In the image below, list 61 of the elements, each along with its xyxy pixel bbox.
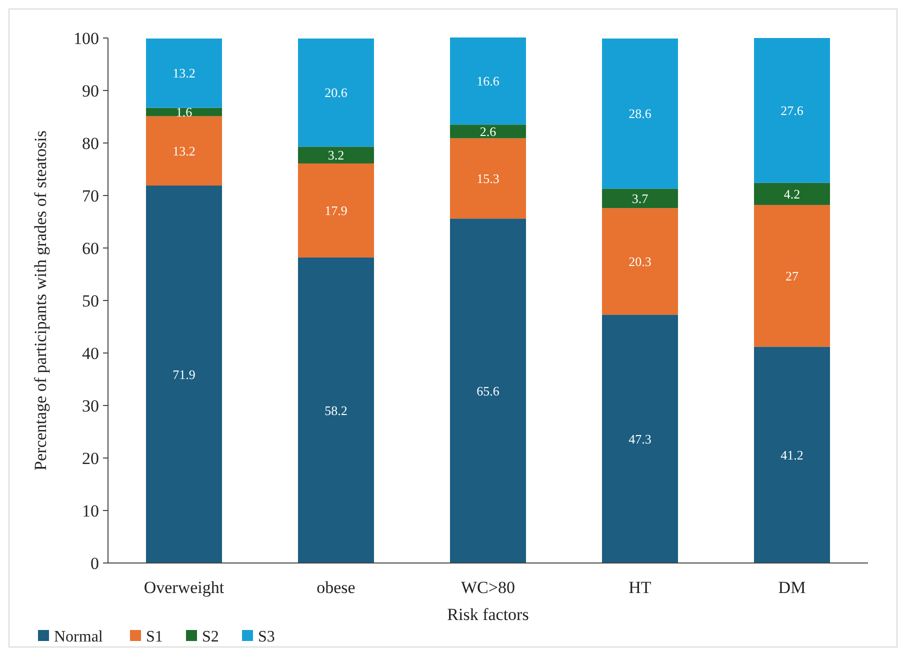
data-label: 13.2 [172,66,196,81]
data-label: 1.6 [176,104,193,120]
x-tick-label: HT [628,578,652,597]
data-label: 3.2 [328,148,344,163]
data-label: 17.9 [324,203,348,218]
data-label: 65.6 [476,383,500,398]
data-label: 2.6 [480,124,497,139]
y-tick-label: 50 [82,291,99,310]
bar [298,146,374,164]
y-tick-label: 10 [82,501,99,520]
y-tick-label: 100 [74,28,99,48]
bar [602,38,678,189]
y-tick-label: 30 [82,396,99,416]
bar [450,218,526,563]
y-tick-label: 20 [82,448,99,468]
data-label: 4.2 [784,186,800,202]
legend-label: S1 [146,628,163,646]
data-label: 27 [786,268,799,284]
data-label: 20.3 [628,254,652,269]
data-label: 20.6 [324,85,348,100]
data-label: 41.2 [780,447,804,462]
data-label: 58.2 [324,402,348,418]
bar [298,257,374,563]
bar [450,37,526,125]
data-label: 47.3 [628,431,652,446]
bar [754,38,830,183]
data-label: 15.3 [476,170,500,186]
bar [602,208,678,315]
bar [602,188,678,208]
legend-label: Normal [54,628,104,646]
data-label: 71.9 [172,366,196,382]
bar [298,38,374,147]
legend-label: S2 [202,628,219,646]
y-tick-label: 0 [90,554,99,573]
bar [754,182,830,205]
y-tick-label: 80 [82,134,99,153]
y-tick-label: 70 [82,186,99,206]
data-label: 13.2 [172,143,196,158]
x-axis-title: Risk factors [447,605,529,624]
y-tick-label: 90 [82,81,99,100]
data-label: 16.6 [476,74,500,89]
x-tick-label: Overweight [144,578,224,597]
bar [754,204,830,347]
data-label: 28.6 [628,106,652,122]
bar [602,314,678,563]
bar [146,186,222,563]
y-tick-label: 40 [82,344,99,363]
y-axis-title: Percentage of participants with grades of steatosis [31,130,50,470]
bar [146,38,222,108]
bar [298,163,374,258]
data-label: 27.6 [780,103,804,118]
bar [146,116,222,186]
x-tick-label: DM [778,578,806,597]
bar [450,138,526,219]
x-tick-label: obese [316,578,356,597]
y-tick-label: 60 [82,238,99,258]
x-tick-label: WC>80 [461,578,515,597]
data-label: 3.7 [632,190,649,206]
legend-label: S3 [258,628,275,646]
bar [754,346,830,563]
bar [450,124,526,138]
